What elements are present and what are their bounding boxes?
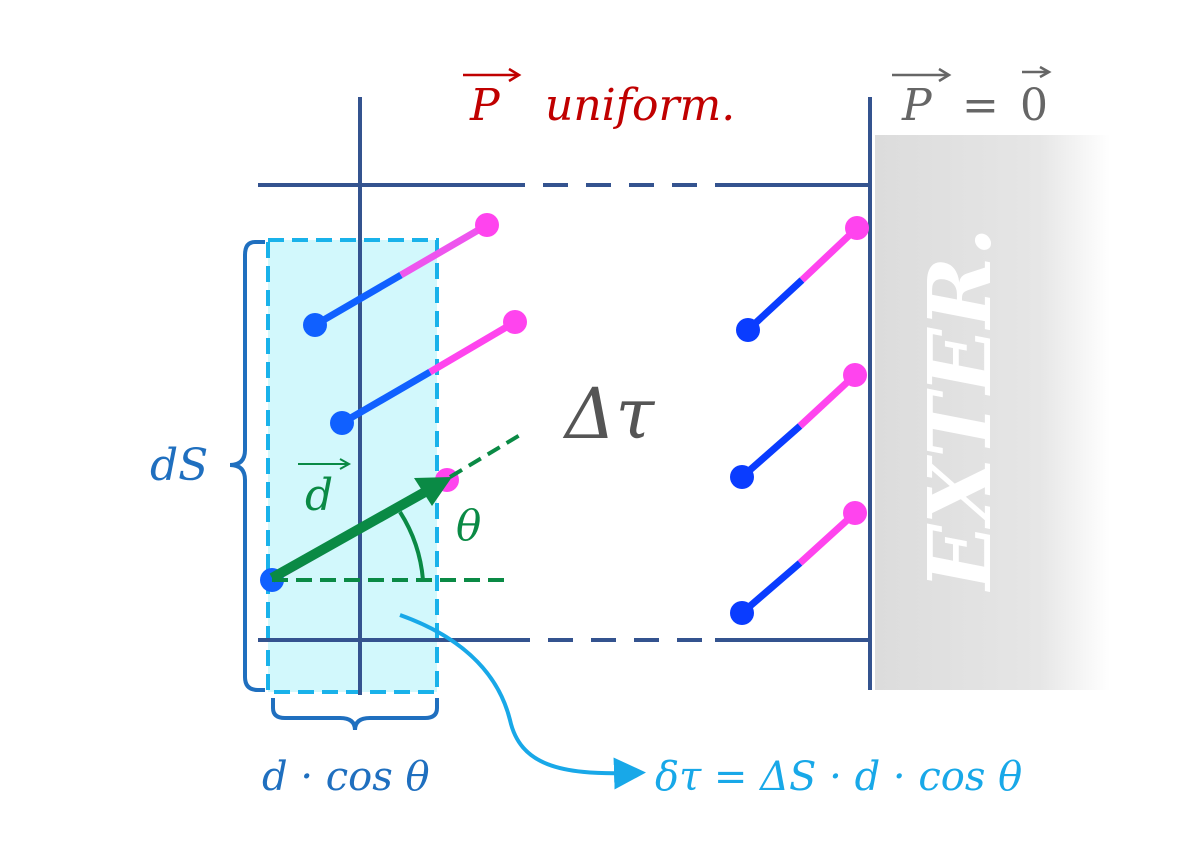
svg-text:=: = <box>962 80 999 131</box>
dipole <box>730 501 867 625</box>
pointer-arrow <box>399 613 646 790</box>
dipole <box>330 310 527 435</box>
svg-text:0: 0 <box>1020 80 1048 131</box>
delta-tau-formula: δτ = ΔS · d · cos θ <box>655 754 1022 800</box>
d-vector <box>269 433 522 583</box>
p-uniform-symbol: P <box>469 80 501 131</box>
svg-text:P: P <box>901 80 933 131</box>
theta-label: θ <box>456 501 481 550</box>
d-cos-theta-label: d · cos θ <box>262 754 430 800</box>
dielectric-frame <box>258 97 872 695</box>
dipole <box>303 213 499 337</box>
p-uniform-text: uniform. <box>545 80 735 131</box>
exterior-region <box>875 135 1110 690</box>
dipole <box>736 216 869 342</box>
d-vector-label: d <box>305 470 333 521</box>
ds-label: dS <box>150 440 208 491</box>
p-zero-label: P = 0 <box>892 65 1052 131</box>
delta-tau-label: Δτ <box>562 373 656 455</box>
ds-brace <box>229 240 265 692</box>
d-cos-brace <box>271 698 439 731</box>
dipole <box>730 363 867 489</box>
exterior-label: EXTER. <box>910 227 1011 593</box>
volume-element <box>266 238 439 694</box>
